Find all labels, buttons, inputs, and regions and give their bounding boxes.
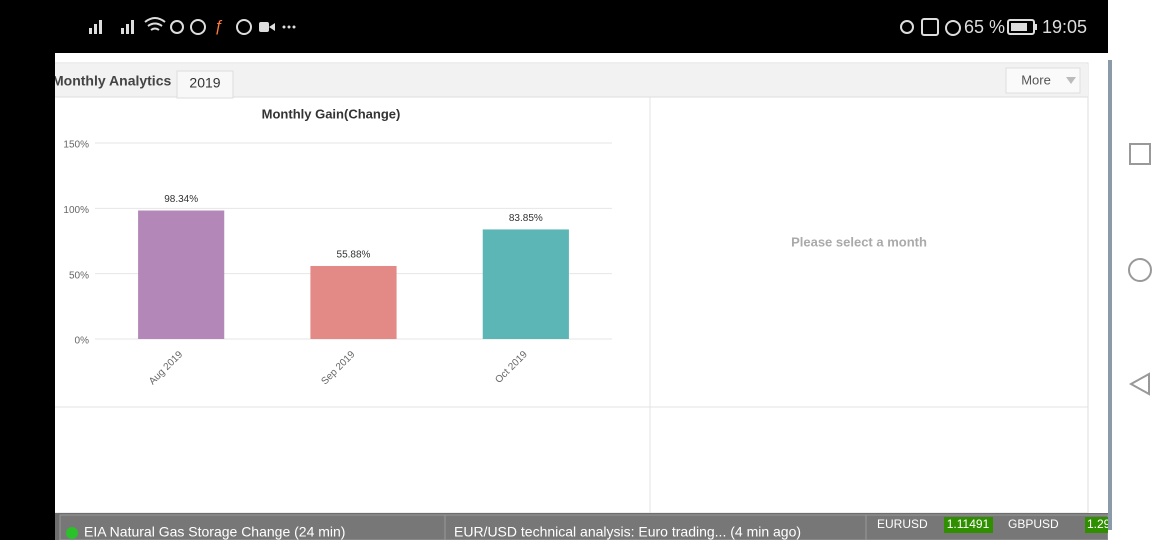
more-label[interactable]: More <box>1021 72 1051 87</box>
y-tick-label: 0% <box>75 336 90 347</box>
tab[interactable] <box>176 70 234 99</box>
more-button[interactable] <box>1005 67 1081 94</box>
nav-bar <box>1108 0 1170 540</box>
svg-text:ƒ: ƒ <box>214 18 223 35</box>
quote-price: 1.11491 <box>947 517 990 531</box>
tab-label[interactable]: 2019 <box>189 75 220 91</box>
recent-apps[interactable] <box>1129 143 1151 165</box>
dropdown-arrow <box>1066 77 1076 84</box>
status-dot <box>66 527 78 539</box>
data-label: 98.34% <box>164 194 198 205</box>
clock: 19:05 <box>1042 17 1087 37</box>
status-icons: ƒ <box>89 17 1037 36</box>
news-item[interactable]: EIA Natural Gas Storage Change (24 min) <box>84 524 345 540</box>
news-item[interactable]: EUR/USD technical analysis: Euro trading… <box>454 524 801 540</box>
y-tick-label: 150% <box>63 140 89 151</box>
y-tick-label: 50% <box>69 270 89 281</box>
battery: 65 % <box>964 17 1005 37</box>
y-tick-label: 100% <box>63 205 89 216</box>
data-label: 55.88% <box>337 250 371 261</box>
tab-title: Monthly Analytics <box>52 73 171 89</box>
nav-edge <box>1108 60 1112 530</box>
placeholder: Please select a month <box>791 234 927 249</box>
quote-price: 1.29 <box>1087 517 1111 531</box>
quote-box <box>1085 517 1108 533</box>
quote-symbol: GBPUSD <box>1008 517 1059 531</box>
quote-symbol: EURUSD <box>877 517 928 531</box>
back[interactable] <box>1128 372 1150 396</box>
bar <box>138 210 225 339</box>
quote-box <box>944 517 993 533</box>
ticker-inner <box>59 514 1108 540</box>
home[interactable] <box>1128 258 1152 282</box>
chart-title: Monthly Gain(Change) <box>262 106 401 121</box>
bar <box>310 265 397 339</box>
panel <box>55 62 1089 514</box>
data-label: 83.85% <box>509 213 543 224</box>
bar <box>482 229 569 339</box>
